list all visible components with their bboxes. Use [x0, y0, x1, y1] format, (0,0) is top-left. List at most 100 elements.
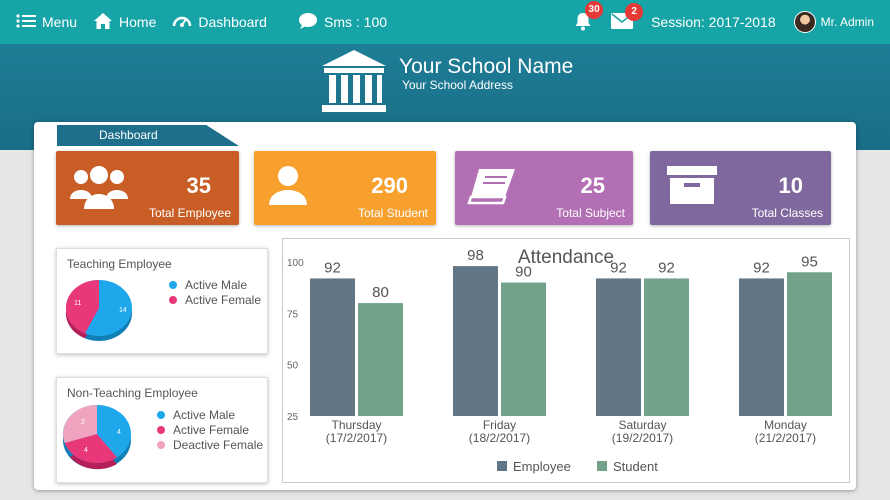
book-icon: [467, 167, 517, 212]
bar-employee[interactable]: [739, 278, 784, 416]
dashboard-gauge-icon: [172, 12, 192, 33]
category-label: Friday: [483, 418, 516, 432]
chat-bubble-icon: [298, 12, 318, 33]
legend-item: Active Male: [157, 407, 263, 422]
sms-label: Sms : 100: [324, 14, 388, 30]
bar-value-label: 80: [372, 284, 389, 301]
non-teaching-employee-card: Non-Teaching Employee 4 4 2 Active Male …: [56, 377, 268, 483]
legend-item: Active Female: [157, 422, 263, 437]
y-tick-label: 75: [287, 309, 299, 320]
legend-item: Deactive Female: [157, 437, 263, 452]
legend-swatch: [169, 280, 177, 289]
stat-card-classes[interactable]: 10 Total Classes: [650, 151, 831, 225]
bar-value-label: 92: [753, 259, 770, 276]
slice-label: 4: [117, 429, 121, 436]
pie-title: Teaching Employee: [67, 257, 172, 271]
bar-employee[interactable]: [453, 266, 498, 416]
dashboard-label: Dashboard: [198, 14, 267, 30]
teaching-pie-chart: 14 11: [65, 279, 132, 341]
pie-title: Non-Teaching Employee: [67, 386, 198, 400]
bar-value-label: 92: [324, 259, 341, 276]
stat-label: Total Student: [357, 206, 428, 220]
notifications-button[interactable]: 30: [573, 0, 604, 34]
users-icon: [68, 165, 130, 216]
dashboard-tab[interactable]: Dashboard: [57, 125, 239, 146]
session-label: Session: 2017-2018: [651, 14, 776, 30]
bar-employee[interactable]: [310, 278, 355, 416]
bar-value-label: 92: [610, 259, 627, 276]
y-tick-label: 100: [287, 258, 304, 269]
sms-link[interactable]: Sms : 100: [298, 0, 387, 44]
archive-box-icon: [666, 165, 718, 210]
bar-student[interactable]: [358, 303, 403, 416]
dashboard-link[interactable]: Dashboard: [172, 12, 267, 33]
bar-value-label: 92: [658, 259, 675, 276]
legend-label: Employee: [513, 459, 571, 474]
home-icon: [93, 12, 113, 33]
attendance-chart-card: Attendance 100 75 50 25 92 80 98 90 92 92 92 95 Th…: [282, 238, 850, 483]
legend-swatch: [157, 425, 165, 434]
stat-card-student[interactable]: 290 Total Student: [254, 151, 436, 225]
messages-badge: 2: [625, 2, 644, 21]
pie-slice-active-female: [64, 434, 117, 464]
stat-label: Total Employee: [148, 206, 231, 220]
bar-student[interactable]: [644, 278, 689, 416]
y-tick-label: 50: [287, 361, 299, 372]
legend-label: Active Male: [185, 277, 248, 292]
home-link[interactable]: Home: [93, 12, 156, 33]
slice-label: 4: [84, 447, 88, 454]
category-label: Thursday: [331, 418, 381, 432]
legend-label: Active Female: [173, 422, 250, 437]
bar-value-label: 90: [515, 264, 532, 281]
pie-slice-active-female: [65, 279, 99, 334]
menu-button[interactable]: Menu: [16, 13, 78, 31]
menu-label: Menu: [42, 14, 78, 30]
category-label: (21/2/2017): [755, 431, 816, 445]
home-label: Home: [119, 14, 157, 30]
stat-card-employee[interactable]: 35 Total Employee: [56, 151, 239, 225]
messages-button[interactable]: 2: [611, 2, 644, 32]
stat-value: 10: [778, 173, 803, 198]
legend-item: Active Female: [169, 292, 261, 307]
school-address: Your School Address: [402, 78, 513, 92]
legend-item: Active Male: [169, 277, 261, 292]
stat-value: 35: [186, 173, 211, 198]
pie-slice-deactive-female: [63, 405, 97, 443]
legend-swatch: [497, 461, 507, 471]
category-label: Saturday: [618, 418, 666, 432]
bar-student[interactable]: [787, 272, 832, 416]
pie-legend: Active Male Active Female: [169, 277, 261, 307]
legend-label: Deactive Female: [173, 437, 264, 452]
legend-label: Active Female: [185, 292, 262, 307]
legend-swatch: [157, 410, 165, 419]
stat-card-subject[interactable]: 25 Total Subject: [455, 151, 633, 225]
legend-label: Active Male: [173, 407, 236, 422]
user-name: Mr. Admin: [820, 15, 874, 29]
bar-value-label: 95: [801, 253, 818, 270]
category-label: (17/2/2017): [326, 431, 387, 445]
y-tick-label: 25: [287, 412, 299, 423]
category-label: Monday: [764, 418, 807, 432]
user-icon: [268, 165, 308, 210]
stat-label: Total Subject: [556, 206, 625, 220]
legend-swatch: [169, 295, 177, 304]
slice-label: 11: [74, 300, 81, 307]
legend-swatch: [157, 440, 165, 449]
category-label: (18/2/2017): [469, 431, 530, 445]
stat-value: 290: [371, 173, 408, 198]
category-label: (19/2/2017): [612, 431, 673, 445]
slice-label: 14: [119, 307, 127, 314]
hamburger-icon: [16, 13, 36, 31]
attendance-chart: Attendance 100 75 50 25 92 80 98 90 92 92 92 95 Th…: [287, 247, 832, 474]
teaching-employee-card: Teaching Employee 14 11 Active Male Acti…: [56, 248, 268, 354]
non-teaching-pie-chart: 4 4 2: [63, 405, 131, 470]
top-navbar: Menu Home Dashboard Sms : 100 30: [0, 0, 890, 44]
stat-value: 25: [580, 173, 605, 198]
bar-student[interactable]: [501, 282, 546, 416]
legend-swatch: [597, 461, 607, 471]
user-menu[interactable]: Mr. Admin: [793, 11, 874, 33]
bar-employee[interactable]: [596, 278, 641, 416]
slice-label: 2: [81, 419, 85, 426]
legend-label: Student: [613, 459, 658, 474]
notifications-badge: 30: [585, 0, 604, 19]
